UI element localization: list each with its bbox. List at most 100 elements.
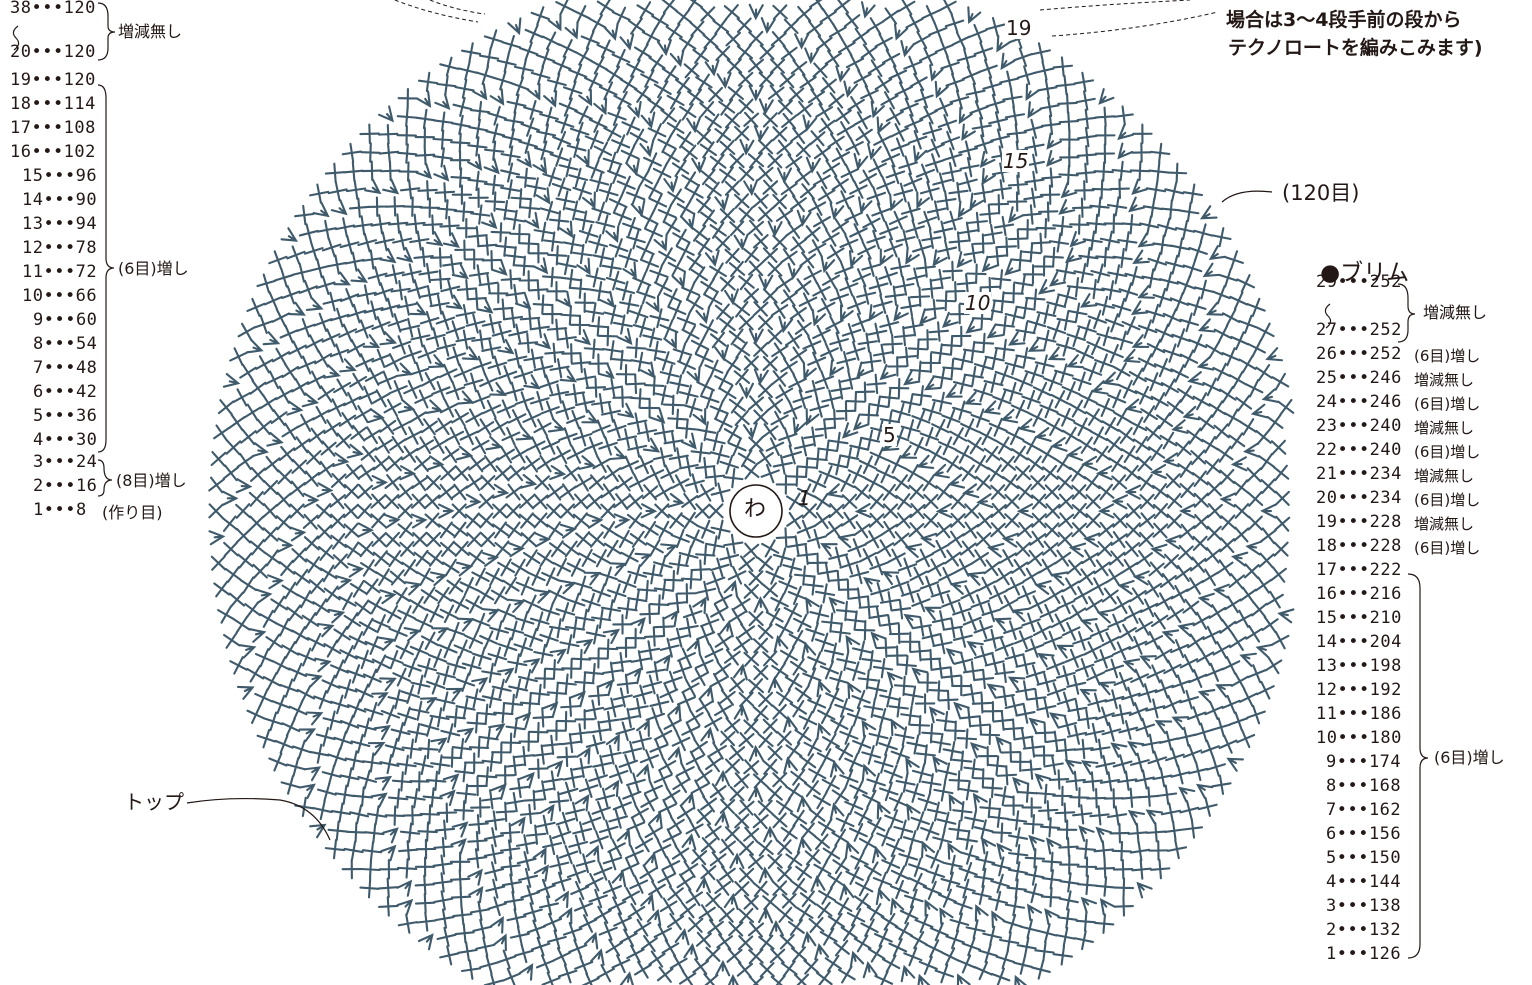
stitch-symbol (915, 548, 935, 568)
stitch-symbol (728, 260, 746, 278)
stitch-symbol (409, 408, 427, 426)
stitch-symbol (1193, 279, 1214, 300)
stitch-symbol (1201, 435, 1219, 454)
stitch-symbol (562, 234, 583, 255)
stitch-symbol (919, 308, 936, 325)
stitch-symbol (970, 408, 990, 428)
stitch-symbol (839, 768, 859, 789)
stitch-symbol (330, 802, 352, 823)
stitch-symbol (875, 637, 897, 658)
stitch-symbol (709, 783, 727, 801)
stitch-symbol (957, 172, 978, 192)
stitch-symbol (858, 596, 880, 618)
stitch-symbol (582, 811, 602, 831)
stitch-symbol (700, 168, 717, 186)
stitch-symbol (723, 717, 741, 734)
stitch-symbol (373, 724, 391, 741)
stitch-symbol (377, 123, 399, 145)
stitch-symbol (932, 634, 953, 655)
stitch-symbol (942, 854, 963, 875)
stitch-symbol (729, 153, 745, 169)
stitch-symbol (642, 484, 659, 501)
stitch-symbol (419, 310, 440, 331)
stitch-symbol (360, 445, 378, 463)
stitch-symbol (562, 80, 583, 101)
stitch-symbol (574, 105, 593, 125)
stitch-symbol (296, 318, 316, 338)
stitch-symbol (1137, 284, 1155, 299)
stitch-symbol (831, 175, 849, 194)
stitch-symbol (857, 332, 878, 353)
stitch-symbol (819, 927, 838, 946)
stitch-symbol (958, 780, 979, 801)
stitch-symbol (959, 540, 977, 558)
stitch-symbol (1075, 911, 1096, 932)
stitch-symbol (924, 939, 944, 958)
stitch-symbol (743, 651, 760, 667)
stitch-symbol (757, 314, 774, 331)
stitch-symbol (671, 844, 690, 863)
stitch-symbol (709, 672, 728, 692)
stitch-symbol (876, 827, 896, 847)
stitch-symbol (395, 362, 414, 378)
stitch-symbol (1012, 954, 1033, 975)
stitch-symbol (496, 399, 516, 419)
stitch-symbol (1256, 322, 1275, 341)
stitch-symbol (888, 697, 909, 718)
stitch-symbol (899, 905, 919, 925)
stitch-symbol (672, 228, 691, 247)
stitch-symbol (337, 679, 358, 699)
stitch-symbol (546, 929, 567, 950)
stitch-symbol (867, 944, 886, 963)
stitch-symbol (208, 530, 226, 546)
stitch-symbol (1059, 854, 1080, 875)
stitch-symbol (965, 919, 986, 940)
top-row-38: 38•••120 (10, 0, 96, 18)
stitch-symbol (416, 911, 437, 932)
stitch-symbol (436, 665, 457, 686)
stitch-symbol (1107, 264, 1128, 285)
stitch-symbol (640, 934, 658, 953)
stitch-symbol (397, 483, 415, 501)
stitch-symbol (653, 579, 675, 600)
stitch-symbol (464, 512, 481, 529)
stitch-symbol (829, 202, 845, 220)
stitch-symbol (699, 101, 716, 118)
stitch-symbol (636, 719, 650, 737)
stitch-symbol (809, 604, 830, 625)
stitch-symbol (828, 546, 849, 567)
stitch-symbol (621, 886, 640, 906)
stitch-symbol (828, 431, 849, 453)
stitch-symbol (455, 329, 476, 350)
stitch-symbol (1054, 363, 1074, 384)
stitch-symbol (959, 157, 980, 178)
stitch-symbol (280, 227, 299, 242)
stitch-symbol (654, 503, 670, 519)
stitch-symbol (1205, 301, 1224, 316)
stitch-symbol (281, 363, 300, 381)
stitch-symbol (855, 126, 873, 144)
stitch-symbol (468, 118, 489, 139)
stitch-symbol (532, 847, 547, 865)
stitch-symbol (470, 797, 491, 818)
stitch-symbol (911, 763, 932, 784)
stitch-symbol (993, 617, 1012, 632)
stitch-symbol (973, 619, 993, 640)
stitch-symbol (1182, 598, 1200, 616)
stitch-symbol (467, 868, 483, 886)
stitch-symbol (775, 688, 794, 707)
stitch-symbol (981, 255, 998, 273)
stitch-symbol (630, 199, 646, 218)
stitch-symbol (493, 298, 514, 319)
stitch-symbol (1079, 389, 1098, 409)
stitch-symbol (1250, 403, 1269, 419)
stitch-symbol (629, 874, 649, 894)
stitch-symbol (359, 123, 380, 145)
stitch-symbol (616, 328, 633, 346)
stitch-symbol (627, 589, 648, 610)
stitch-symbol (681, 721, 700, 741)
stitch-symbol (532, 493, 549, 510)
stitch-symbol (715, 959, 731, 977)
stitch-symbol (923, 493, 939, 510)
stitch-symbol (1221, 655, 1241, 675)
